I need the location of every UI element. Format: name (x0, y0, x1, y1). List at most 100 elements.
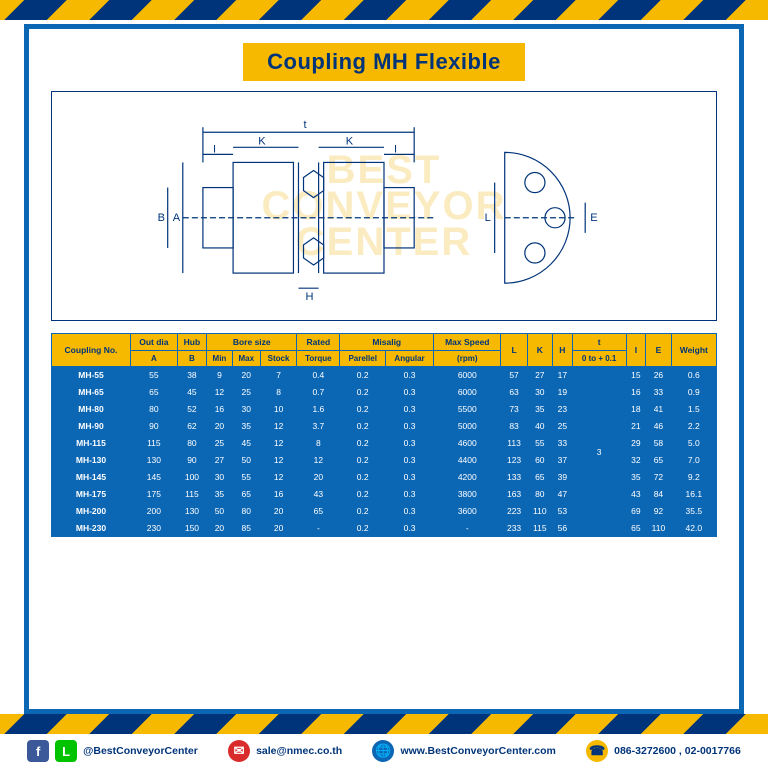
th-hub: Hub (177, 334, 206, 351)
footer-website-text: www.BestConveyorCenter.com (400, 745, 555, 757)
table-cell: 65 (297, 503, 340, 520)
footer-email: ✉ sale@nmec.co.th (228, 740, 342, 762)
table-cell: 0.9 (671, 384, 716, 401)
table-cell: 115 (177, 486, 206, 503)
table-cell: 5.0 (671, 435, 716, 452)
table-cell: 4200 (434, 469, 501, 486)
table-cell: 0.3 (386, 503, 434, 520)
dim-A: A (173, 212, 181, 224)
table-cell: 52 (177, 401, 206, 418)
spec-table-wrap: Coupling No. Out dia Hub Bore size Rated… (51, 333, 717, 537)
table-body: MH-55553892070.40.20.36000572717315260.6… (52, 367, 717, 537)
table-cell: 15 (626, 367, 646, 384)
table-cell: 35 (527, 401, 552, 418)
table-cell: 6000 (434, 384, 501, 401)
table-cell: 6000 (434, 367, 501, 384)
table-cell: 0.2 (340, 486, 386, 503)
table-row: MH-55553892070.40.20.36000572717315260.6 (52, 367, 717, 384)
table-cell: 0.2 (340, 435, 386, 452)
table-cell: 16 (260, 486, 297, 503)
stripe-top (0, 0, 768, 20)
dim-t: t (304, 119, 307, 131)
dim-H: H (306, 291, 314, 303)
table-cell: 55 (130, 367, 177, 384)
table-cell: MH-200 (52, 503, 131, 520)
table-cell: 83 (501, 418, 527, 435)
table-cell: 12 (260, 418, 297, 435)
table-cell: 8 (260, 384, 297, 401)
table-cell: 0.3 (386, 469, 434, 486)
table-cell: 110 (646, 520, 671, 537)
table-cell: 25 (232, 384, 260, 401)
dim-I2: I (394, 143, 397, 155)
table-cell: 175 (130, 486, 177, 503)
th-min: Min (207, 351, 233, 367)
table-cell: 5500 (434, 401, 501, 418)
table-cell: 47 (552, 486, 572, 503)
table-cell: 12 (207, 384, 233, 401)
table-cell: MH-230 (52, 520, 131, 537)
table-cell: MH-175 (52, 486, 131, 503)
table-cell: 3600 (434, 503, 501, 520)
table-cell: 123 (501, 452, 527, 469)
table-cell: 40 (527, 418, 552, 435)
table-cell: 25 (552, 418, 572, 435)
footer-email-text: sale@nmec.co.th (256, 745, 342, 757)
table-cell: 4400 (434, 452, 501, 469)
table-cell: 25 (207, 435, 233, 452)
table-cell: 0.3 (386, 401, 434, 418)
technical-diagram: BEST CONVEYOR CENTER (51, 91, 717, 321)
dim-E: E (590, 212, 597, 224)
table-cell: 0.3 (386, 486, 434, 503)
table-cell: 0.3 (386, 520, 434, 537)
table-cell: 38 (177, 367, 206, 384)
table-cell: 0.3 (386, 435, 434, 452)
table-cell: 65 (646, 452, 671, 469)
footer-phone-text: 086-3272600 , 02-0017766 (614, 745, 741, 757)
table-cell: 73 (501, 401, 527, 418)
table-cell: 3800 (434, 486, 501, 503)
dim-K: K (258, 135, 266, 147)
dim-L: L (485, 212, 491, 224)
table-cell: 20 (260, 520, 297, 537)
table-cell: 0.2 (340, 418, 386, 435)
table-cell: 0.3 (386, 452, 434, 469)
table-cell: 30 (207, 469, 233, 486)
table-cell: 150 (177, 520, 206, 537)
footer-social: f L @BestConveyorCenter (27, 740, 198, 762)
th-torque: Torque (297, 351, 340, 367)
table-cell: 0.2 (340, 452, 386, 469)
stripe-bottom (0, 714, 768, 734)
table-cell: 0.3 (386, 384, 434, 401)
table-cell: 45 (177, 384, 206, 401)
table-cell: 230 (130, 520, 177, 537)
th-rpm: (rpm) (434, 351, 501, 367)
table-cell: 115 (527, 520, 552, 537)
footer-phone: ☎ 086-3272600 , 02-0017766 (586, 740, 741, 762)
table-cell: 65 (232, 486, 260, 503)
th-trange: 0 to + 0.1 (572, 351, 626, 367)
table-cell: MH-130 (52, 452, 131, 469)
table-cell: 130 (177, 503, 206, 520)
footer-website: 🌐 www.BestConveyorCenter.com (372, 740, 555, 762)
th-weight: Weight (671, 334, 716, 367)
table-cell: 12 (260, 469, 297, 486)
th-stock: Stock (260, 351, 297, 367)
table-cell: 0.3 (386, 418, 434, 435)
table-cell: 65 (130, 384, 177, 401)
table-cell: MH-65 (52, 384, 131, 401)
facebook-icon: f (27, 740, 49, 762)
table-cell: 50 (207, 503, 233, 520)
table-cell: 100 (177, 469, 206, 486)
table-cell: 17 (552, 367, 572, 384)
table-cell: 29 (626, 435, 646, 452)
table-cell: 55 (527, 435, 552, 452)
table-cell: 16 (626, 384, 646, 401)
table-cell: 0.3 (386, 367, 434, 384)
table-cell: 33 (646, 384, 671, 401)
table-cell: 163 (501, 486, 527, 503)
table-cell: 12 (260, 452, 297, 469)
table-cell: 3.7 (297, 418, 340, 435)
th-K: K (527, 334, 552, 367)
table-cell: 58 (646, 435, 671, 452)
